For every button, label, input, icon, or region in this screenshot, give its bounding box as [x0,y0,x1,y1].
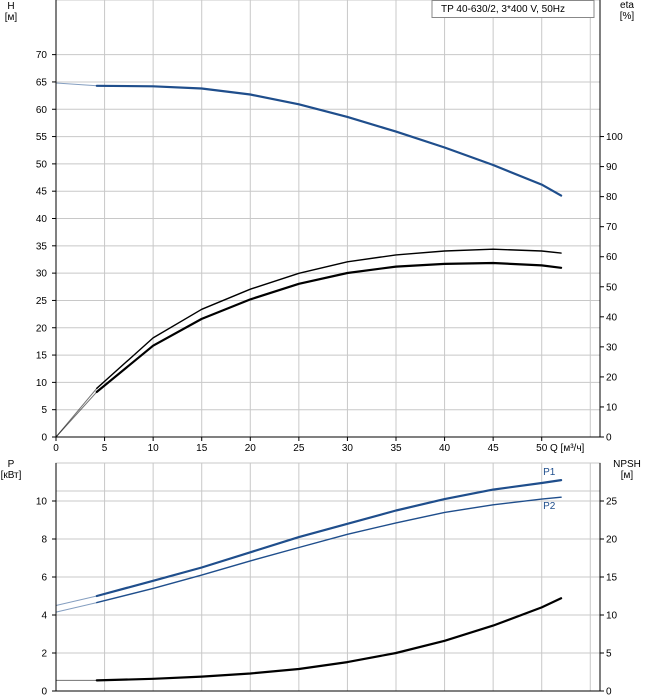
h-left-tick-label: 70 [36,50,48,61]
h-right-tick-label: 20 [606,372,618,383]
chart-title: TP 40-630/2, 3*400 V, 50Hz [441,4,565,15]
p-left-tick-label: 10 [36,497,48,508]
h-right-tick-label: 80 [606,192,618,203]
p-right-tick-label: 10 [606,611,618,622]
p-series-0-extension [55,595,97,606]
p-right-tick-label: 5 [606,649,612,660]
h-right-tick-label: 30 [606,342,618,353]
h-series-0-line [95,84,563,197]
h-right-tick-label: 90 [606,162,618,173]
h-series-2-extension [55,391,98,438]
x-tick-label: 10 [148,443,160,454]
x-tick-label: 40 [439,443,451,454]
h-left-tick-label: 45 [36,187,48,198]
title-box [431,0,595,18]
h-left-tick-label: 10 [36,378,48,389]
p-series-1-extension [55,602,97,613]
p-series-2-line [95,597,563,682]
p-right-tick-label: 25 [606,497,618,508]
x-tick-label: 5 [102,443,108,454]
h-left-tick-label: 15 [36,351,48,362]
text-layer: 0510152025303540455055606570010203040506… [1,0,641,698]
h-left-tick-label: 0 [41,433,47,444]
h-left-tick-label: 40 [36,214,48,225]
p-right-axis-title: NPSH [м] [613,459,641,481]
h-left-tick-label: 65 [36,77,48,88]
series-layer [55,82,563,682]
axes-layer [52,0,604,692]
x-tick-label: 0 [53,443,59,454]
x-tick-label: 25 [293,443,305,454]
h-left-tick-label: 25 [36,296,48,307]
h-right-tick-label: 50 [606,282,618,293]
h-right-tick-label: 100 [606,132,623,143]
h-left-tick-label: 55 [36,132,48,143]
x-tick-label: 35 [390,443,402,454]
p-right-tick-label: 15 [606,573,618,584]
h-series-1-line [96,248,562,389]
series-label-p1: P1 [543,467,556,478]
p-series-0-line [95,479,563,598]
x-axis-title: Q [м³/ч] [550,443,585,454]
p-right-tick-label: 20 [606,535,618,546]
h-left-tick-label: 5 [41,405,47,416]
h-left-axis-title: H [м] [5,1,18,23]
x-tick-label: 45 [488,443,500,454]
h-right-tick-label: 60 [606,252,618,263]
h-left-tick-label: 60 [36,105,48,116]
p-left-axis-title: P [кВт] [1,459,22,481]
p-left-tick-label: 8 [41,535,47,546]
h-right-tick-label: 40 [606,312,618,323]
h-series-2-line [95,261,563,393]
p-left-tick-label: 0 [41,687,47,698]
h-right-tick-label: 70 [606,222,618,233]
x-tick-label: 15 [196,443,208,454]
x-tick-label: 30 [342,443,354,454]
grid-layer [55,0,601,692]
p-left-tick-label: 2 [41,649,47,660]
h-right-tick-label: 10 [606,402,618,413]
p-series-1-line [96,496,562,604]
h-left-tick-label: 35 [36,241,48,252]
h-left-tick-label: 50 [36,159,48,170]
h-left-tick-label: 30 [36,269,48,280]
p-left-tick-label: 6 [41,573,47,584]
h-right-tick-label: 0 [606,433,612,444]
x-tick-label: 20 [245,443,257,454]
series-label-p2: P2 [543,501,556,512]
p-right-tick-label: 0 [606,687,612,698]
x-tick-label: 50 [536,443,548,454]
p-left-tick-label: 4 [41,611,47,622]
h-series-0-extension [55,82,97,87]
h-left-tick-label: 20 [36,323,48,334]
h-right-axis-title: eta [%] [620,0,635,22]
